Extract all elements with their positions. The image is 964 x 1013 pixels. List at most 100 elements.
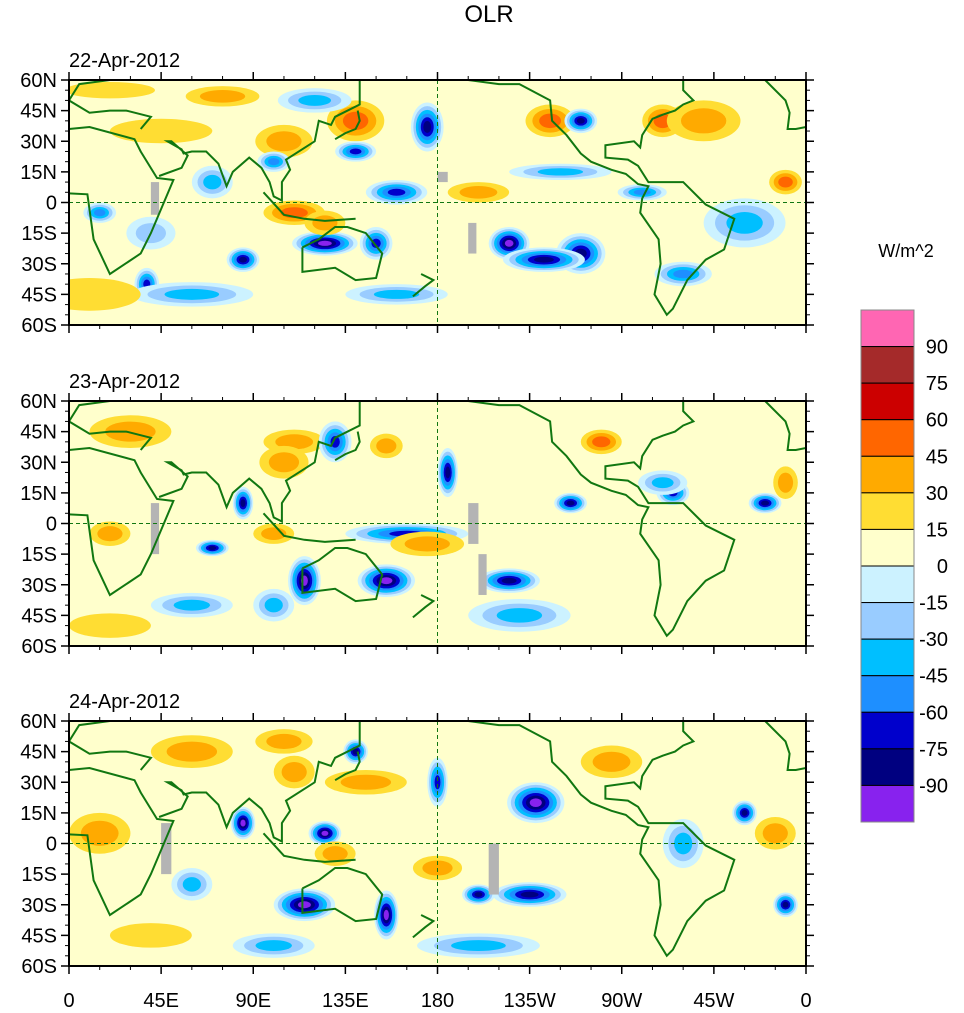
y-tick-label: 15N (20, 803, 57, 825)
anomaly-contour (474, 892, 483, 898)
anomaly-contour (268, 158, 280, 166)
anomaly-contour (342, 111, 369, 130)
anomaly-contour (80, 820, 119, 846)
y-tick-label: 30S (21, 254, 57, 276)
y-tick-label: 15S (21, 864, 57, 886)
colorbar-swatch (860, 419, 915, 457)
anomaly-contour (534, 256, 554, 263)
anomaly-contour (199, 90, 246, 103)
colorbar-level-label: -45 (919, 666, 948, 688)
anomaly-contour (404, 536, 450, 552)
anomaly-contour (268, 452, 300, 473)
y-tick-label: 0 (46, 514, 57, 536)
y-tick-label: 45N (20, 101, 57, 123)
colorbar-swatch (860, 455, 915, 494)
colorbar-level-label: 15 (926, 519, 948, 541)
colorbar: W/m^2 90 75 60 45 30 15 0 -15 -30 -45 -60 -75 -90 (860, 241, 948, 823)
anomaly-contour (340, 774, 392, 790)
y-tick-label: 45S (21, 605, 57, 627)
map-field (69, 721, 806, 966)
colorbar-swatch (860, 711, 915, 750)
colorbar-level-label: 75 (926, 373, 948, 395)
anomaly-contour (239, 256, 247, 263)
anomaly-contour (182, 877, 201, 892)
anomaly-contour (761, 500, 770, 506)
x-tick-label: 180 (421, 990, 454, 1012)
anomaly-contour (674, 832, 693, 855)
coastline (301, 226, 384, 282)
coastline (468, 721, 736, 958)
anomaly-contour (312, 215, 338, 231)
colorbar-swatch (860, 602, 915, 640)
coastline (301, 547, 384, 603)
anomaly-contour (778, 176, 793, 188)
anomaly-contour (318, 240, 332, 246)
anomaly-contour (94, 209, 106, 217)
y-tick-label: 60S (21, 636, 57, 658)
map-panel-1: 22-Apr-2012 60N 45N 30N 15N 0 15S 30S 45S 60S (20, 50, 814, 337)
x-tick-label: 0 (63, 990, 74, 1012)
panel-date-label: 23-Apr-2012 (69, 371, 180, 393)
coastline (69, 125, 175, 276)
panel-date-label: 24-Apr-2012 (69, 691, 180, 713)
anomaly-contour (264, 597, 283, 613)
coastline (334, 751, 361, 782)
anomaly-contour (459, 186, 498, 199)
colorbar-swatch (860, 565, 915, 604)
coastline (468, 401, 736, 638)
anomaly-contour (423, 121, 432, 133)
missing-data-region (437, 171, 448, 183)
anomaly-contour (371, 238, 381, 248)
coastline (69, 766, 175, 917)
colorbar-swatch (860, 528, 915, 567)
missing-data-region (150, 503, 160, 555)
chart-title: OLR (464, 1, 513, 28)
anomaly-contour (240, 819, 246, 827)
anomaly-contour (504, 239, 514, 247)
x-tick-label: 90W (601, 990, 642, 1012)
missing-data-region (468, 503, 479, 544)
anomaly-contour (109, 118, 213, 144)
y-tick-label: 60S (21, 956, 57, 978)
missing-data-region (488, 843, 499, 895)
anomaly-contour (69, 613, 151, 638)
anomaly-contour (777, 472, 794, 493)
anomaly-contour (266, 131, 302, 152)
y-tick-label: 0 (46, 834, 57, 856)
anomaly-contour (69, 278, 141, 311)
coastline (158, 721, 361, 844)
anomaly-contour (380, 577, 393, 585)
anomaly-contour (203, 174, 222, 190)
coastline (412, 273, 436, 298)
colorbar-level-label: 30 (926, 483, 948, 505)
anomaly-contour (529, 798, 542, 807)
anomaly-contour (434, 775, 441, 790)
colorbar-swatch (860, 382, 915, 421)
colorbar-level-label: 0 (937, 556, 948, 578)
coastline (334, 110, 361, 141)
anomaly-contour (680, 108, 727, 134)
anomaly-contour (275, 434, 314, 450)
coastline (412, 594, 436, 619)
y-tick-label: 30S (21, 575, 57, 597)
colorbar-swatch (860, 675, 915, 713)
anomaly-contour (255, 940, 292, 952)
anomaly-contour (651, 477, 674, 489)
x-tick-label: 90E (235, 990, 271, 1012)
x-tick-label: 0 (800, 990, 811, 1012)
colorbar-swatch (860, 309, 915, 348)
y-tick-label: 15S (21, 544, 57, 566)
coastline (158, 80, 361, 203)
anomaly-contour (496, 608, 543, 623)
coastline (69, 401, 153, 451)
anomaly-contour (330, 436, 340, 448)
anomaly-contour (451, 940, 506, 952)
anomaly-contour (321, 830, 329, 836)
anomaly-contour (782, 901, 789, 908)
anomaly-contour (373, 289, 420, 299)
anomaly-contour (164, 288, 220, 300)
missing-data-region (468, 222, 477, 254)
anomaly-contour (501, 577, 517, 584)
colorbar-level-label: -30 (919, 629, 948, 651)
